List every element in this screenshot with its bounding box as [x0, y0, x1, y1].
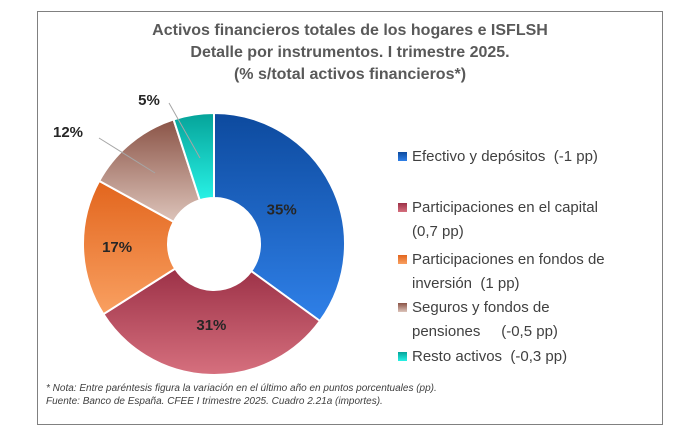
legend-item-3: Participaciones en fondos de inversión (… [398, 248, 660, 296]
legend-label-1: Efectivo y depósitos (-1 pp) [412, 148, 598, 165]
pct-label-3: 17% [102, 239, 132, 256]
leader-line-4 [98, 137, 156, 174]
legend-item-1: Efectivo y depósitos (-1 pp) [398, 145, 660, 169]
legend-swatch-5 [398, 352, 407, 361]
chart-panel: Activos financieros totales de los hogar… [37, 11, 663, 425]
pct-label-1: 35% [267, 202, 297, 219]
donut-slice-1 [213, 112, 346, 322]
legend-label-2: Participaciones en el capital (0,7 pp) [412, 199, 598, 240]
donut-slice-2 [102, 267, 321, 376]
legend-item-2: Participaciones en el capital (0,7 pp) [398, 196, 660, 244]
leader-line-5 [168, 102, 201, 159]
legend-swatch-4 [398, 303, 407, 312]
chart-legend: Efectivo y depósitos (-1 pp) Participacio… [398, 145, 660, 369]
legend-label-4: Seguros y fondos de pensiones (-0,5 pp) [412, 299, 558, 340]
donut-slice-5 [172, 112, 215, 202]
pct-label-2: 31% [196, 317, 226, 334]
pct-label-5: 5% [138, 92, 160, 109]
legend-label-3: Participaciones en fondos de inversión (… [412, 251, 605, 292]
chart-title: Activos financieros totales de los hogar… [152, 22, 548, 83]
pct-label-4: 12% [53, 124, 83, 141]
legend-swatch-1 [398, 152, 407, 161]
legend-label-5: Resto activos (-0,3 pp) [412, 348, 568, 365]
donut-slice-3 [81, 179, 177, 316]
chart-footnote: * Nota: Entre paréntesis figura la varia… [46, 383, 437, 407]
legend-swatch-2 [398, 203, 407, 212]
legend-item-5: Resto activos (-0,3 pp) [398, 345, 660, 369]
legend-item-4: Seguros y fondos de pensiones (-0,5 pp) [398, 296, 660, 344]
legend-swatch-3 [398, 255, 407, 264]
donut-chart: 35% 31% 17% 12% 5% [53, 92, 346, 376]
